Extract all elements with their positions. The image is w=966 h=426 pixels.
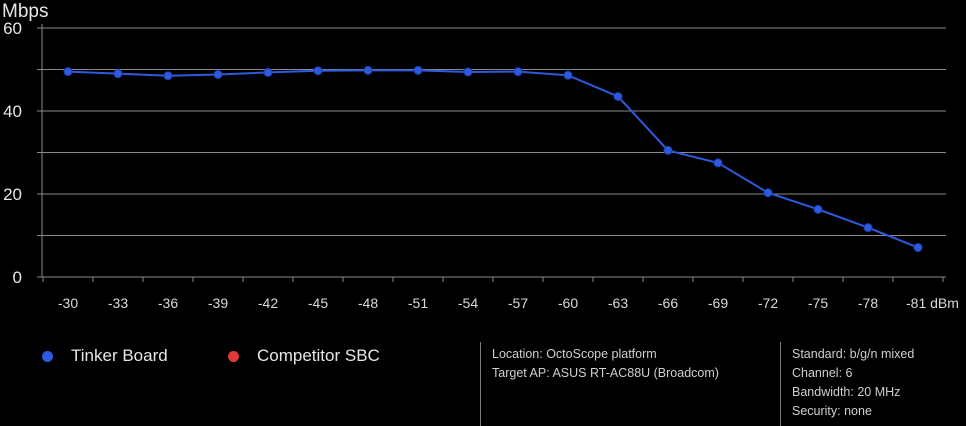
x-tick-label: -78 xyxy=(858,295,878,311)
x-tick-label: -60 xyxy=(558,295,578,311)
data-point xyxy=(513,67,523,77)
data-point xyxy=(313,66,323,76)
data-point xyxy=(713,158,723,168)
x-tick-label: -51 xyxy=(408,295,428,311)
series-layer xyxy=(63,65,923,253)
channel-line: Channel: 6 xyxy=(792,366,853,380)
x-tick-label: -30 xyxy=(58,295,78,311)
tinker-board-marker-icon xyxy=(42,350,53,362)
y-tick-label: 0 xyxy=(13,268,22,287)
legend-label-competitor-sbc: Competitor SBC xyxy=(257,346,380,365)
x-tick-label: -69 xyxy=(708,295,728,311)
y-tick-labels: 0 20 40 60 xyxy=(3,19,22,287)
x-tick-label: -48 xyxy=(358,295,378,311)
data-point xyxy=(263,67,273,77)
x-tick-label: -66 xyxy=(658,295,678,311)
data-point xyxy=(363,65,373,75)
config-info: Standard: b/g/n mixed Channel: 6 Bandwid… xyxy=(792,345,914,421)
data-point xyxy=(913,243,923,253)
x-tick-labels: -30 -33 -36 -39 -42 -45 -48 -51 -54 -57 -60 -63 -66 -… xyxy=(58,295,959,311)
data-point xyxy=(863,223,873,233)
y-tick-label: 60 xyxy=(3,19,22,38)
info-divider-left xyxy=(480,342,481,426)
x-tick-label: -63 xyxy=(608,295,628,311)
target-ap-line: Target AP: ASUS RT-AC88U (Broadcom) xyxy=(492,366,719,380)
series-line-tinker-board xyxy=(67,69,919,249)
data-point xyxy=(163,71,173,81)
x-tick-label: -39 xyxy=(208,295,228,311)
data-point xyxy=(563,70,573,80)
legend-label-tinker-board: Tinker Board xyxy=(71,346,168,365)
x-tick-label: -75 xyxy=(808,295,828,311)
x-tick-label: -54 xyxy=(458,295,478,311)
y-axis-label: Mbps xyxy=(2,1,48,22)
data-point xyxy=(463,67,473,77)
bandwidth-line: Bandwidth: 20 MHz xyxy=(792,385,901,399)
info-divider-right xyxy=(780,342,781,426)
data-point xyxy=(413,65,423,75)
throughput-chart: 0 20 40 60 -30 -33 -36 -39 -42 -45 -48 -51 -54 -57 -6… xyxy=(2,1,959,311)
y-tick-label: 20 xyxy=(3,185,22,204)
x-tick-label: -81 dBm xyxy=(906,295,959,311)
x-tick-label: -45 xyxy=(308,295,328,311)
data-point xyxy=(213,69,223,79)
data-point xyxy=(813,204,823,214)
location-info: Location: OctoScope platform Target AP: … xyxy=(492,345,719,383)
x-tick-label: -57 xyxy=(508,295,528,311)
y-tick-label: 40 xyxy=(3,102,22,121)
data-point xyxy=(763,188,773,198)
competitor-sbc-marker-icon xyxy=(228,350,239,362)
legend-item-tinker-board: Tinker Board xyxy=(42,344,168,368)
data-point xyxy=(663,145,673,155)
x-tick-label: -36 xyxy=(158,295,178,311)
x-tick-label: -42 xyxy=(258,295,278,311)
location-line: Location: OctoScope platform xyxy=(492,347,657,361)
x-tick-label: -72 xyxy=(758,295,778,311)
data-point xyxy=(63,67,73,77)
axes xyxy=(37,24,946,282)
gridlines xyxy=(42,27,946,236)
x-tick-label: -33 xyxy=(108,295,128,311)
security-line: Security: none xyxy=(792,404,872,418)
data-point xyxy=(113,69,123,79)
standard-line: Standard: b/g/n mixed xyxy=(792,347,915,361)
legend-item-competitor-sbc: Competitor SBC xyxy=(228,344,380,368)
data-point xyxy=(613,91,623,101)
